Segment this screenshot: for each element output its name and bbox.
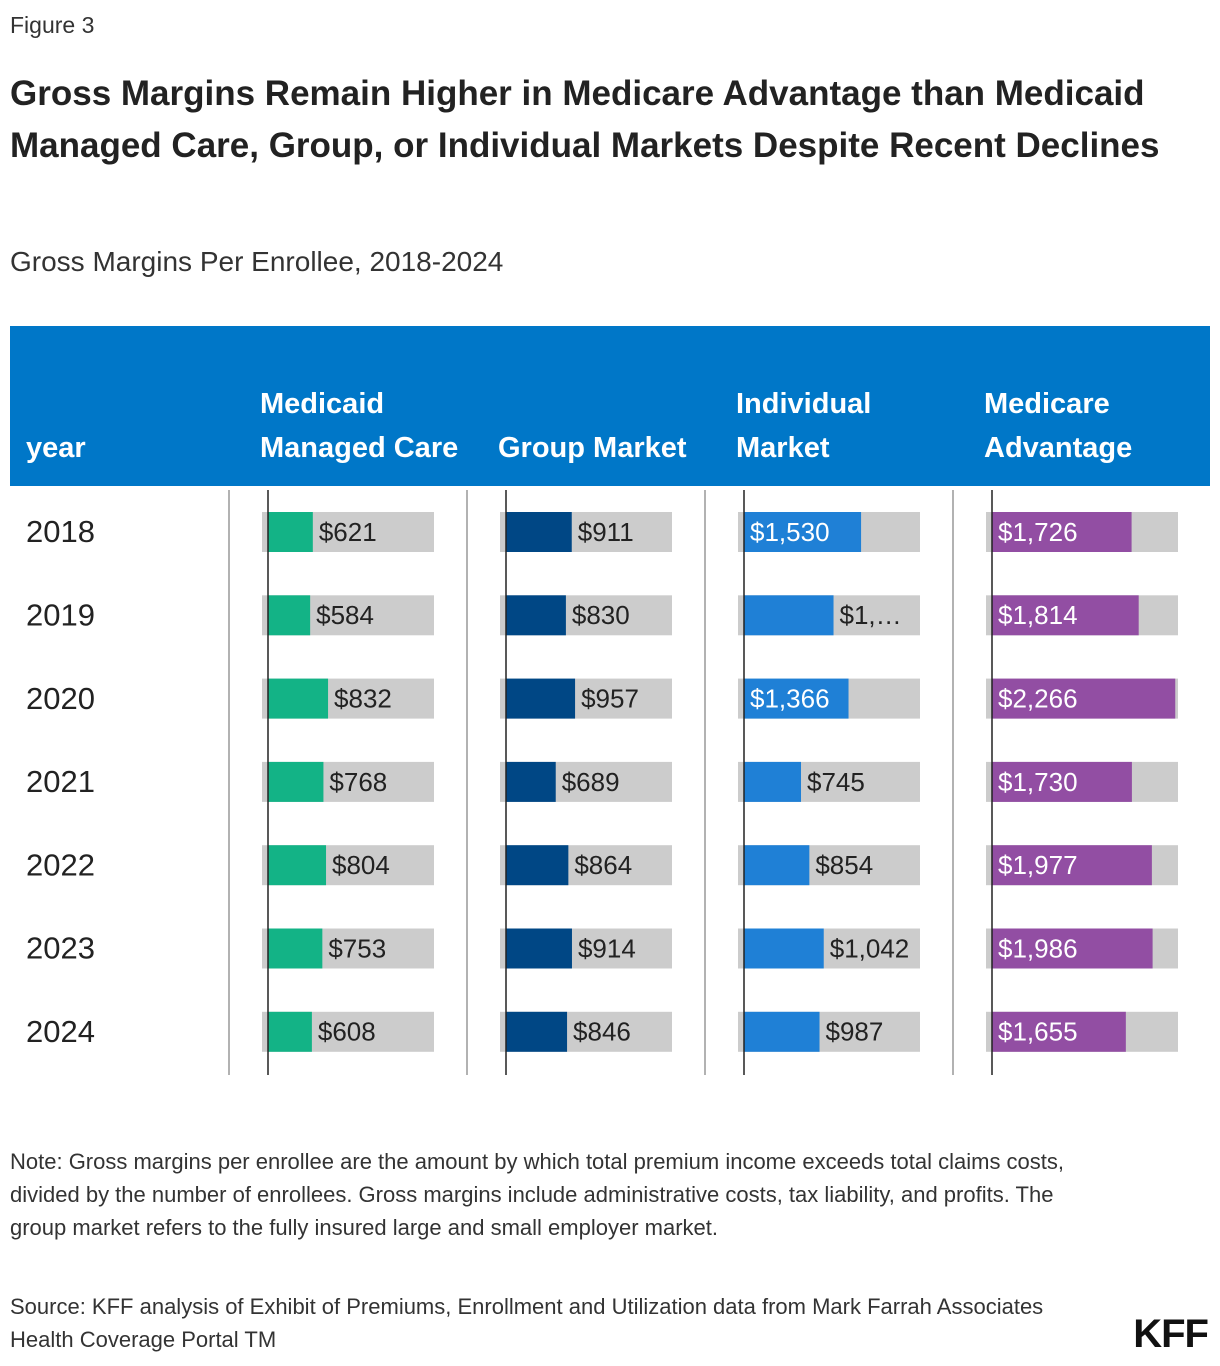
bar: [268, 845, 327, 886]
source: Source: KFF analysis of Exhibit of Premi…: [10, 1294, 1044, 1352]
column-header: Medicaid Managed Care: [260, 388, 459, 464]
value-label: $608: [318, 1017, 376, 1047]
value-label: $1,726: [998, 517, 1078, 547]
bar: [992, 678, 1176, 719]
bar: [268, 595, 311, 636]
bar: [506, 761, 556, 802]
value-label: $804: [332, 850, 390, 880]
bar: [506, 845, 569, 886]
value-label: $987: [826, 1017, 884, 1047]
chart-title: Gross Margins Remain Higher in Medicare …: [10, 74, 1160, 165]
bar: [744, 678, 849, 719]
bar: [992, 761, 1132, 802]
bar: [506, 512, 572, 552]
value-label: $1,986: [998, 933, 1078, 963]
bar: [506, 595, 566, 636]
column-header: Medicare Advantage: [984, 388, 1133, 464]
value-label: $1,655: [998, 1017, 1078, 1047]
bar: [744, 928, 824, 969]
row-label: 2018: [26, 514, 95, 549]
column-header: Group Market: [498, 432, 687, 464]
value-label: $864: [574, 850, 632, 880]
bar: [268, 512, 313, 552]
value-label: $957: [581, 683, 639, 713]
value-label: $768: [329, 767, 387, 797]
bar: [992, 928, 1153, 969]
value-label: $1,366: [750, 683, 830, 713]
bar: [506, 928, 572, 969]
value-label: $745: [807, 767, 865, 797]
value-label: $584: [316, 600, 374, 630]
bar: [744, 1011, 820, 1052]
value-label: $1,…: [840, 600, 902, 630]
bar: [744, 595, 834, 636]
value-label: $1,977: [998, 850, 1078, 880]
value-label: $1,730: [998, 767, 1078, 797]
value-label: $914: [578, 933, 636, 963]
bar: [992, 845, 1152, 886]
column-header: year: [26, 432, 86, 464]
value-label: $621: [319, 517, 377, 547]
value-label: $911: [578, 517, 634, 547]
row-label: 2022: [26, 847, 95, 882]
logo: KFF: [1133, 1312, 1209, 1356]
value-label: $1,042: [830, 933, 910, 963]
bar: [268, 678, 329, 719]
bar: [992, 512, 1132, 552]
row-label: 2021: [26, 764, 95, 799]
chart-subtitle: Gross Margins Per Enrollee, 2018-2024: [10, 246, 504, 277]
figure-label: Figure 3: [10, 12, 95, 38]
bar: [992, 1011, 1126, 1052]
value-label: $2,266: [998, 683, 1078, 713]
bar: [506, 678, 576, 719]
bar: [506, 1011, 568, 1052]
value-label: $846: [573, 1017, 631, 1047]
column-header: Individual Market: [736, 388, 872, 464]
bar: [744, 845, 810, 886]
table-header: year Medicaid Managed Care Group Market In…: [10, 326, 1210, 486]
bar: [268, 1011, 312, 1052]
note: Note: Gross margins per enrollee are the…: [10, 1149, 1065, 1240]
value-label: $1,530: [750, 517, 830, 547]
row-label: 2019: [26, 597, 95, 632]
value-label: $1,814: [998, 600, 1078, 630]
row-label: 2020: [26, 681, 95, 716]
bar: [992, 595, 1139, 636]
value-label: $830: [572, 600, 630, 630]
bar: [744, 512, 862, 552]
bar: [744, 761, 802, 802]
bar: [268, 928, 323, 969]
bar: [268, 761, 324, 802]
row-label: 2024: [26, 1014, 95, 1049]
value-label: $854: [815, 850, 873, 880]
value-label: $753: [328, 933, 386, 963]
value-label: $832: [334, 683, 392, 713]
value-label: $689: [562, 767, 620, 797]
row-label: 2023: [26, 931, 95, 966]
